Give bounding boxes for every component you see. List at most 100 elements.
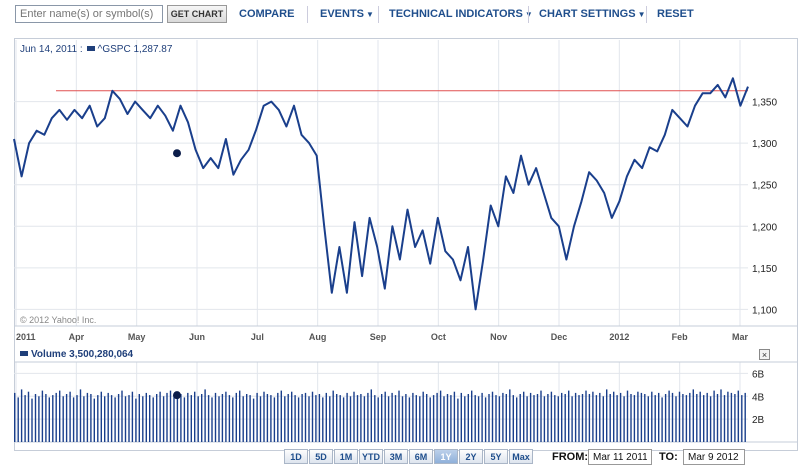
volume-bar	[623, 396, 625, 442]
price-tick-label: 1,300	[752, 139, 777, 150]
month-label: Aug	[309, 332, 327, 342]
symbol-search-input[interactable]	[15, 5, 163, 23]
volume-bar	[450, 395, 452, 442]
volume-bar	[685, 395, 688, 442]
volume-bar	[394, 395, 397, 442]
volume-bar	[242, 396, 244, 442]
volume-bar	[457, 398, 459, 442]
volume-bar	[692, 389, 694, 442]
copyright-text: © 2012 Yahoo! Inc.	[20, 315, 96, 325]
volume-bar	[194, 391, 196, 442]
to-date-input[interactable]	[683, 449, 745, 465]
range-button-ytd[interactable]: YTD	[359, 449, 383, 464]
range-button-2y[interactable]: 2Y	[459, 449, 483, 464]
volume-bar	[62, 396, 64, 442]
volume-bar	[713, 390, 715, 442]
volume-bar	[689, 392, 691, 442]
volume-bar	[342, 397, 345, 442]
range-button-6m[interactable]: 6M	[409, 449, 433, 464]
volume-bar	[741, 395, 743, 442]
volume-bar	[737, 390, 739, 442]
compare-link[interactable]: COMPARE	[239, 8, 295, 20]
chart-settings-menu[interactable]: CHART SETTINGS ▼	[539, 8, 645, 20]
volume-bar	[214, 392, 217, 442]
volume-bar	[138, 394, 140, 442]
volume-bar	[197, 396, 199, 442]
volume-bar	[79, 389, 82, 442]
volume-bar	[464, 396, 466, 442]
volume-bar	[239, 390, 241, 442]
volume-bar	[97, 395, 99, 442]
volume-bar	[14, 392, 16, 442]
volume-bar	[266, 394, 269, 442]
volume-bar	[644, 394, 646, 442]
volume-bar	[27, 391, 30, 442]
volume-bar	[329, 396, 331, 442]
volume-bar	[467, 394, 469, 442]
volume-bar	[353, 391, 355, 442]
volume-bar	[599, 392, 601, 442]
volume-bar	[72, 397, 75, 442]
volume-bar	[34, 394, 37, 442]
from-date-input[interactable]	[588, 449, 652, 465]
chevron-down-icon: ▼	[637, 10, 646, 19]
volume-bar	[709, 396, 712, 442]
volume-bar	[678, 391, 681, 442]
range-button-3m[interactable]: 3M	[384, 449, 408, 464]
volume-bar	[131, 391, 134, 442]
volume-bar	[332, 390, 334, 442]
month-label: Mar	[732, 332, 749, 342]
range-button-1m[interactable]: 1M	[334, 449, 358, 464]
volume-bar	[696, 394, 698, 442]
volume-bar	[117, 394, 120, 442]
volume-y-axis: 2B 4B 6B	[752, 369, 765, 426]
volume-bar	[574, 392, 577, 442]
volume-bar	[218, 396, 220, 442]
price-series-line	[13, 77, 749, 311]
range-button-5d[interactable]: 5D	[309, 449, 333, 464]
volume-bar	[232, 397, 234, 442]
volume-bar	[723, 395, 726, 442]
close-volume-panel-button[interactable]: ×	[759, 349, 770, 360]
month-label: Apr	[69, 332, 85, 342]
events-menu[interactable]: EVENTS ▼	[320, 8, 374, 20]
volume-bar	[706, 392, 708, 442]
volume-bar	[564, 394, 566, 442]
volume-bar	[426, 394, 428, 442]
range-button-max[interactable]: Max	[509, 449, 533, 464]
volume-bar	[256, 392, 258, 442]
volume-bar	[325, 392, 327, 442]
volume-bar	[277, 392, 279, 442]
volume-bar	[180, 394, 182, 442]
get-chart-button[interactable]: GET CHART	[167, 5, 227, 23]
volume-bar	[744, 392, 746, 442]
volume-bar	[720, 389, 722, 442]
volume-bar	[571, 396, 573, 442]
volume-bar	[287, 394, 289, 442]
volume-bar	[595, 395, 598, 442]
volume-bar	[408, 397, 411, 442]
volume-marker	[173, 391, 181, 400]
range-button-5y[interactable]: 5Y	[484, 449, 508, 464]
volume-bar	[699, 391, 701, 442]
range-button-1d[interactable]: 1D	[284, 449, 308, 464]
volume-bar	[554, 395, 556, 442]
volume-bar	[20, 389, 23, 442]
month-label: Jul	[251, 332, 264, 342]
range-selector: 1D 5D 1M YTD 3M 6M 1Y 2Y 5Y Max	[284, 449, 533, 465]
chevron-down-icon: ▼	[366, 10, 374, 19]
volume-bar	[270, 395, 272, 442]
volume-bar	[135, 398, 137, 442]
month-label: Jun	[189, 332, 205, 342]
legend-date: Jun 14, 2011 :	[20, 44, 83, 55]
volume-bar	[318, 394, 321, 442]
volume-bar	[585, 390, 587, 442]
volume-bar	[654, 395, 656, 442]
volume-bar	[100, 391, 102, 442]
volume-bar	[145, 392, 147, 442]
volume-bar	[671, 392, 674, 442]
volume-bar	[682, 394, 684, 442]
reset-link[interactable]: RESET	[657, 8, 694, 20]
range-button-1y[interactable]: 1Y	[434, 449, 458, 464]
